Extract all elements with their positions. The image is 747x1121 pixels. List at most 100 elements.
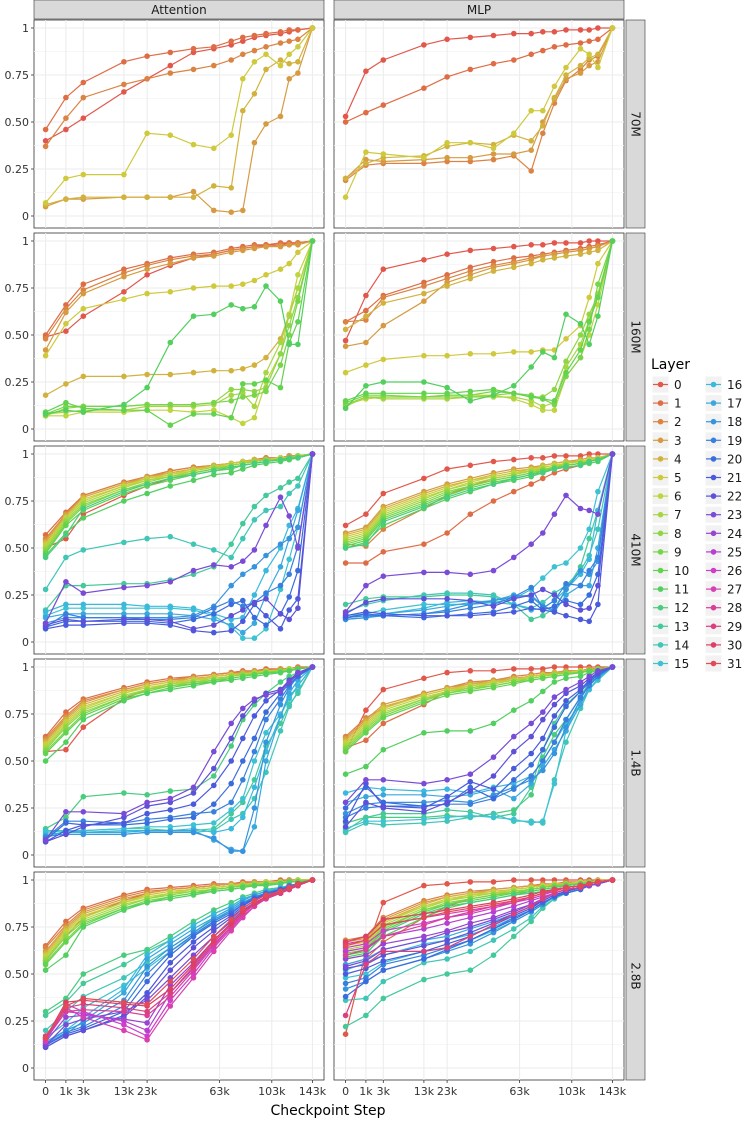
data-point [540,675,546,682]
data-point [490,814,497,821]
data-point [551,679,558,685]
data-point [211,829,217,836]
data-point [80,505,87,512]
series-line [45,453,313,630]
data-point [563,580,569,587]
data-point [421,914,427,921]
data-point [277,298,284,305]
series-line [45,666,313,749]
data-point [80,79,87,86]
data-point [490,952,497,958]
legend-key-point [657,400,664,406]
data-point [421,809,427,815]
data-point [190,411,197,417]
data-point [342,405,349,412]
data-point [228,612,234,619]
data-point [540,349,546,355]
data-point [511,554,517,561]
data-point [540,607,546,613]
data-point [586,311,592,318]
data-point [363,68,369,74]
legend-label: 7 [674,508,682,522]
data-point [295,44,301,50]
data-point [190,285,197,291]
data-point [380,294,387,301]
legend-item: 4 [651,449,682,468]
series-line [345,453,613,613]
data-point [540,403,546,410]
y-tick-label: 0 [22,636,29,649]
data-point [42,620,49,626]
data-point [286,607,293,613]
data-point [577,251,584,257]
data-point [167,49,174,56]
data-point [80,547,87,553]
data-point [586,62,592,69]
data-point [144,690,150,697]
data-point [342,119,349,125]
data-point [80,1006,87,1013]
data-point [42,967,49,973]
data-point [467,66,474,73]
data-point [363,362,369,368]
legend-label: 14 [674,638,689,652]
data-point [263,739,269,745]
data-point [190,477,197,484]
y-tick-label: 0.75 [5,921,30,934]
series-line [345,453,613,613]
data-point [309,451,316,457]
data-point [211,367,217,374]
data-point [190,892,197,898]
data-point [363,339,369,346]
data-point [263,892,269,898]
data-point [190,471,197,478]
data-point [444,914,450,921]
data-point [363,995,369,1002]
row-strip-label: 410M [629,533,643,566]
data-point [228,209,234,215]
data-point [467,778,474,785]
data-point [63,579,69,585]
data-point [511,681,517,687]
data-point [528,481,534,487]
data-point [490,245,497,252]
data-point [263,369,269,376]
data-point [586,556,592,563]
data-point [421,792,427,798]
data-point [380,810,387,817]
data-point [595,281,601,288]
data-point [277,888,284,895]
data-point [251,599,258,606]
data-point [80,618,87,625]
data-point [528,666,534,672]
data-point [263,66,269,73]
data-point [595,668,601,674]
data-point [551,354,558,361]
data-point [211,547,217,553]
data-point [444,384,450,391]
data-point [286,38,293,44]
data-point [144,829,150,836]
data-point [144,1037,150,1043]
y-tick-label: 1 [22,22,29,35]
data-point [167,795,174,802]
data-point [263,507,269,514]
data-point [263,671,269,678]
data-point [63,309,69,316]
legend-item: 21 [704,468,742,487]
data-point [363,582,369,589]
data-point [167,483,174,489]
data-point [211,948,217,955]
data-point [190,975,197,981]
data-point [342,805,349,811]
data-point [167,686,174,693]
data-point [80,281,87,288]
series-line [45,453,313,634]
row-strip [625,658,646,868]
data-point [577,694,584,700]
data-point [540,107,546,114]
data-point [342,609,349,615]
data-point [380,720,387,727]
data-point [286,522,293,529]
data-point [286,27,293,33]
